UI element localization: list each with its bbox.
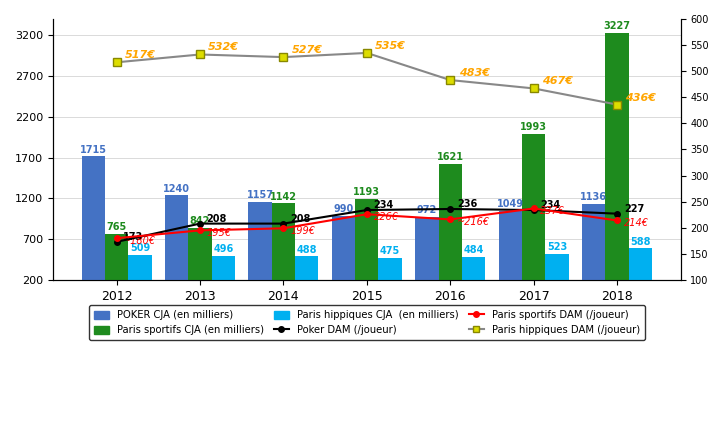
Text: 1142: 1142 (270, 191, 297, 202)
Bar (128, 255, 151, 296)
Text: 496: 496 (213, 244, 233, 254)
Text: 527€: 527€ (292, 45, 323, 55)
Bar (211, 256, 235, 296)
Text: 972: 972 (417, 205, 437, 215)
Text: 509: 509 (130, 243, 150, 253)
Text: 195€: 195€ (206, 228, 232, 238)
Text: 234: 234 (374, 200, 394, 210)
Bar (628, 248, 652, 296)
Text: 588: 588 (630, 237, 651, 247)
Bar (605, 33, 628, 296)
Bar (105, 234, 128, 296)
Bar (248, 202, 272, 296)
Text: 1193: 1193 (353, 187, 380, 197)
Text: 1240: 1240 (163, 184, 190, 193)
Text: 523: 523 (547, 242, 567, 252)
Bar (82, 156, 105, 296)
Bar (522, 134, 545, 296)
Text: 199€: 199€ (290, 226, 315, 236)
Bar (188, 228, 211, 296)
Text: 1621: 1621 (437, 152, 464, 163)
Text: 1136: 1136 (580, 192, 607, 202)
Text: 1715: 1715 (80, 145, 106, 155)
Text: 484: 484 (463, 245, 484, 255)
Text: 483€: 483€ (458, 68, 489, 78)
Text: 173: 173 (123, 232, 143, 242)
Bar (415, 217, 439, 296)
Text: 436€: 436€ (626, 92, 657, 103)
Text: 488: 488 (297, 245, 317, 255)
Text: 208: 208 (206, 214, 227, 223)
Bar (295, 256, 319, 296)
Text: 517€: 517€ (125, 50, 156, 60)
Text: 765: 765 (106, 222, 127, 232)
Bar (582, 204, 605, 296)
Text: 226€: 226€ (374, 212, 398, 222)
Bar (439, 164, 462, 296)
Text: ~180€: ~180€ (123, 236, 156, 246)
Text: 236: 236 (457, 199, 477, 209)
Text: 532€: 532€ (209, 42, 240, 52)
Bar (545, 254, 568, 296)
Text: 227: 227 (624, 204, 644, 214)
Bar (355, 199, 379, 296)
Text: 1049: 1049 (497, 199, 523, 209)
Text: 237€: 237€ (540, 206, 565, 216)
Text: 842: 842 (190, 216, 210, 226)
Text: 214€: 214€ (624, 218, 649, 228)
Text: 234: 234 (540, 200, 560, 210)
Bar (272, 203, 295, 296)
Bar (332, 216, 355, 296)
Bar (165, 195, 188, 296)
Text: 990: 990 (333, 204, 353, 214)
Text: 1157: 1157 (247, 190, 274, 200)
Bar (462, 257, 485, 296)
Bar (499, 211, 522, 296)
Text: ~216€: ~216€ (457, 217, 490, 227)
Text: 535€: 535€ (375, 41, 406, 51)
Bar (379, 258, 402, 296)
Text: 208: 208 (290, 214, 311, 223)
Legend: POKER CJA (en milliers), Paris sportifs CJA (en milliers), Paris hippiques CJA  : POKER CJA (en milliers), Paris sportifs … (89, 305, 644, 340)
Text: 467€: 467€ (542, 76, 573, 86)
Text: 3227: 3227 (604, 21, 631, 32)
Text: 1993: 1993 (520, 122, 547, 132)
Text: 475: 475 (380, 246, 400, 256)
